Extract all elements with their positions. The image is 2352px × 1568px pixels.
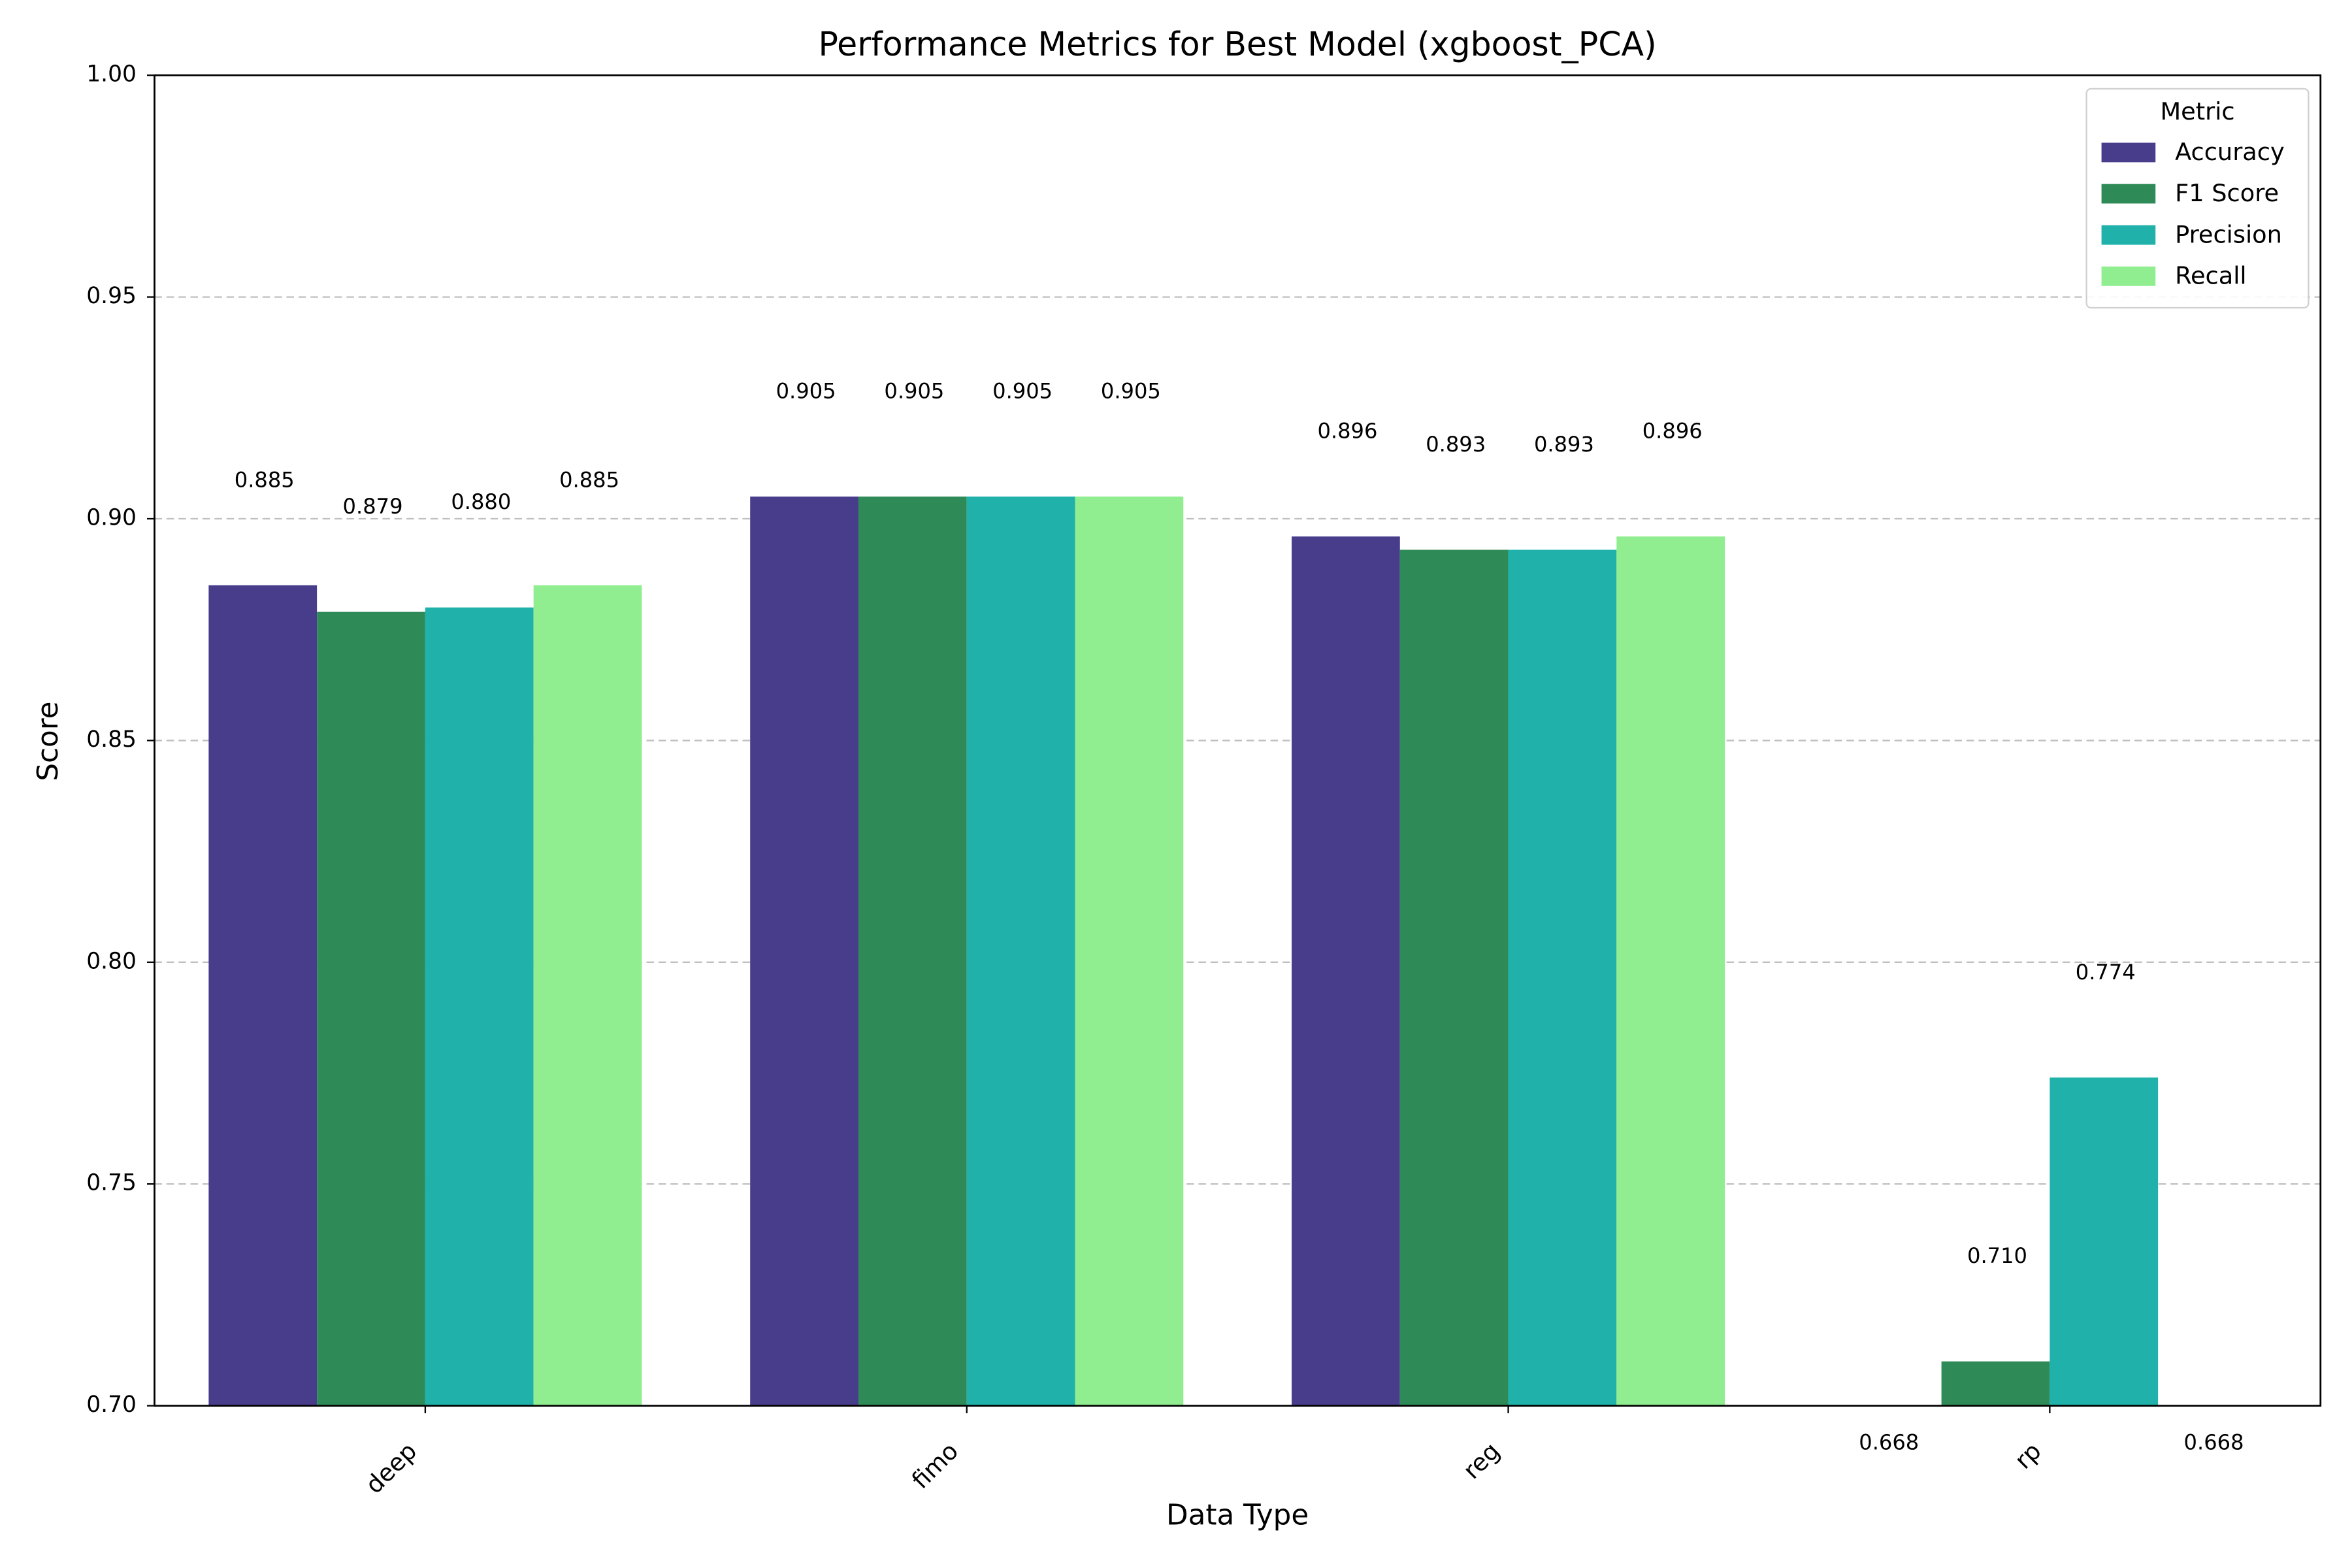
value-label: 0.885 [559, 467, 619, 492]
bar [858, 497, 967, 1406]
bar [208, 585, 318, 1406]
legend-swatch [2101, 184, 2156, 204]
legend: Metric Accuracy F1 Score Precision Recall [2085, 88, 2310, 309]
y-tick-label: 0.80 [86, 948, 137, 974]
bar [750, 497, 858, 1406]
legend-swatch [2101, 266, 2156, 286]
bar [1075, 497, 1184, 1406]
value-label: 0.905 [992, 379, 1053, 404]
legend-label: Recall [2175, 261, 2247, 289]
value-label: 0.774 [2076, 960, 2136, 985]
value-label: 0.893 [1426, 432, 1486, 457]
bar [1616, 536, 1725, 1406]
y-axis-label: Score [32, 701, 65, 781]
value-label: 0.893 [1534, 432, 1594, 457]
value-label: 0.896 [1642, 419, 1703, 444]
legend-swatch [2101, 225, 2156, 245]
y-tick-label: 1.00 [86, 61, 137, 88]
bar [317, 612, 425, 1406]
value-label: 0.880 [451, 489, 511, 514]
value-label: 0.668 [1859, 1429, 1919, 1454]
plot-frame [154, 74, 2322, 1407]
value-label: 0.885 [235, 467, 295, 492]
legend-title: Metric [2160, 97, 2234, 125]
value-label: 0.668 [2184, 1429, 2244, 1454]
value-label: 0.905 [1101, 379, 1161, 404]
value-label: 0.905 [776, 379, 836, 404]
y-tick-label: 0.75 [86, 1170, 137, 1196]
bar [966, 497, 1075, 1406]
y-tick-label: 0.70 [86, 1392, 137, 1418]
legend-label: Accuracy [2175, 138, 2285, 166]
value-label: 0.879 [343, 494, 403, 519]
bar [1508, 549, 1617, 1406]
bar [1941, 1361, 2050, 1406]
bar [1292, 536, 1400, 1406]
bar [425, 607, 534, 1406]
y-tick-label: 0.95 [86, 283, 137, 309]
bar [533, 585, 642, 1406]
bars [208, 497, 2159, 1406]
value-label: 0.710 [1967, 1243, 2027, 1268]
x-axis-label: Data Type [1166, 1499, 1309, 1532]
legend-swatch [2101, 142, 2156, 163]
legend-label: Precision [2175, 220, 2282, 248]
bar [1399, 549, 1509, 1406]
legend-label: F1 Score [2175, 179, 2279, 207]
value-label: 0.896 [1317, 419, 1377, 444]
y-tick-label: 0.90 [86, 505, 137, 531]
value-label: 0.905 [884, 379, 944, 404]
bar [2050, 1077, 2159, 1406]
chart-title: Performance Metrics for Best Model (xgbo… [818, 25, 1656, 63]
y-tick-label: 0.85 [86, 727, 137, 753]
